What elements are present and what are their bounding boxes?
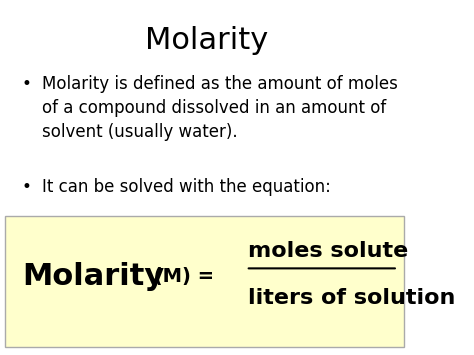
- Text: Molarity is defined as the amount of moles
of a compound dissolved in an amount : Molarity is defined as the amount of mol…: [43, 75, 398, 141]
- Text: It can be solved with the equation:: It can be solved with the equation:: [43, 178, 331, 196]
- Text: Molarity: Molarity: [145, 26, 268, 55]
- Text: (M) =: (M) =: [147, 267, 221, 286]
- Text: •: •: [22, 178, 32, 196]
- Text: Molarity: Molarity: [22, 262, 164, 291]
- Text: liters of solution: liters of solution: [248, 288, 455, 308]
- Text: •: •: [22, 75, 32, 93]
- Text: moles solute: moles solute: [248, 241, 408, 261]
- FancyBboxPatch shape: [6, 216, 404, 346]
